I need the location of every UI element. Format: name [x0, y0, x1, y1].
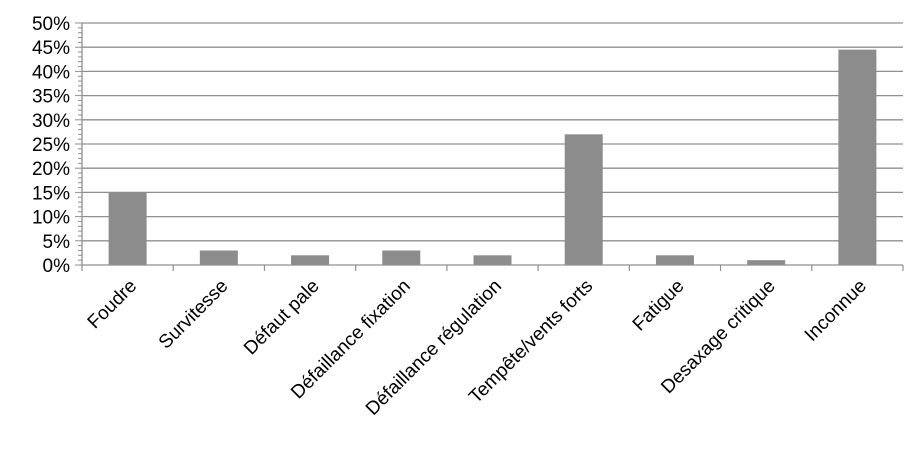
bars: [108, 49, 877, 266]
y-tick-label: 35%: [32, 87, 70, 108]
y-tick-labels: 0% 5% 10% 15% 20% 25% 30% 35% 40% 45% 50%: [32, 14, 70, 277]
x-category-label: Défaut pale: [240, 276, 324, 360]
y-tick-label: 5%: [43, 232, 71, 253]
bar: [838, 49, 877, 266]
y-tick-label: 25%: [32, 135, 70, 156]
y-tick-label: 20%: [32, 159, 70, 180]
y-tick-label: 10%: [32, 208, 70, 229]
x-category-label: Survitesse: [155, 276, 233, 354]
y-tick-label: 0%: [43, 256, 71, 277]
bar: [564, 134, 603, 265]
bar: [473, 255, 512, 265]
bar: [291, 255, 330, 265]
bar: [382, 250, 421, 265]
x-category-label: Inconnue: [801, 276, 871, 346]
y-tick-label: 45%: [32, 38, 70, 59]
y-tick-label: 30%: [32, 111, 70, 132]
y-tick-label: 50%: [32, 14, 70, 35]
grid-lines: [82, 22, 903, 242]
axes: [75, 22, 904, 271]
bar: [199, 250, 238, 265]
y-tick-label: 40%: [32, 62, 70, 83]
y-tick-label: 15%: [32, 183, 70, 204]
bar: [108, 192, 147, 265]
bar: [655, 255, 694, 265]
bar: [747, 260, 786, 265]
x-category-label: Foudre: [84, 276, 141, 333]
x-category-label: Fatigue: [629, 276, 689, 336]
